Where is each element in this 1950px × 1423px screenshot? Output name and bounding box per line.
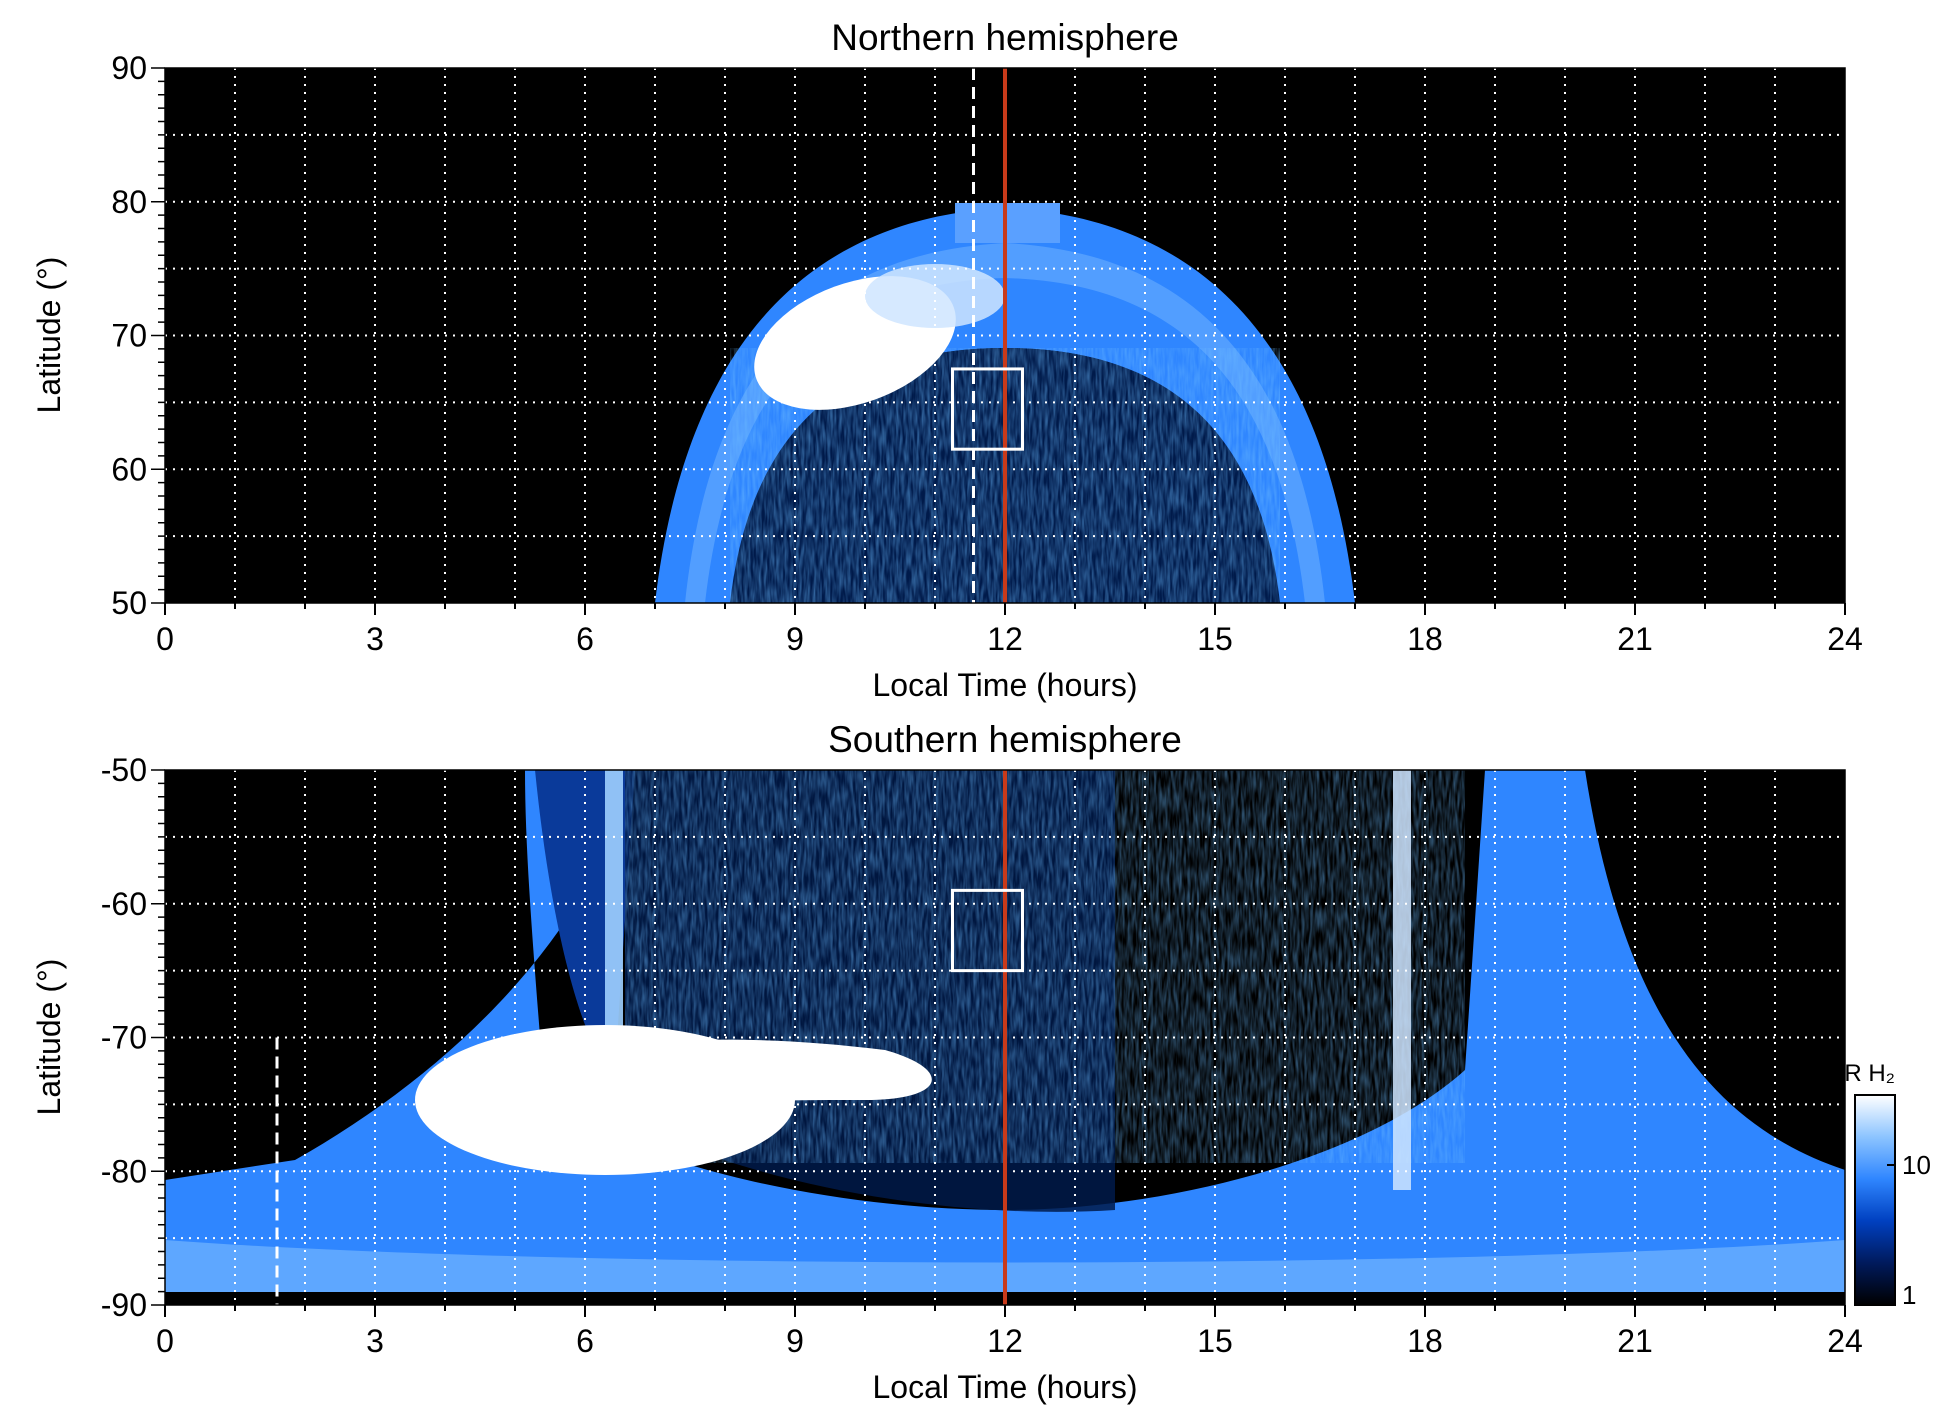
colorbar-tick-10: 10 (1902, 1150, 1931, 1180)
southern-region-box (951, 888, 1024, 973)
northern-x-tick-label: 24 (1827, 621, 1863, 657)
northern-x-tick-label: 15 (1197, 621, 1233, 657)
northern-x-tick-label: 3 (366, 621, 384, 657)
northern-x-label: Local Time (hours) (873, 667, 1138, 703)
northern-y-tick-label: 50 (111, 585, 147, 621)
colorbar-gradient (1854, 1094, 1896, 1306)
southern-x-tick-label: 9 (786, 1323, 804, 1359)
southern-x-tick-label: 0 (156, 1323, 174, 1359)
northern-plot-area (164, 67, 1846, 604)
southern-y-tick-label: -80 (101, 1153, 147, 1189)
southern-x-tick-label: 18 (1407, 1323, 1443, 1359)
northern-y-axis: 50 60 70 80 90 (111, 50, 165, 621)
northern-x-tick-label: 18 (1407, 621, 1443, 657)
northern-y-tick-label: 80 (111, 184, 147, 220)
southern-y-label: Latitude (°) (31, 959, 67, 1116)
northern-title: Northern hemisphere (831, 17, 1179, 58)
southern-y-axis: -90 -80 -70 -60 -50 (101, 752, 165, 1323)
northern-y-tick-label: 90 (111, 50, 147, 86)
southern-x-tick-label: 12 (987, 1323, 1023, 1359)
northern-y-label: Latitude (°) (31, 257, 67, 414)
colorbar-tick-1: 1 (1902, 1280, 1916, 1310)
southern-y-tick-label: -50 (101, 752, 147, 788)
southern-y-tick-label: -90 (101, 1287, 147, 1323)
northern-y-tick-label: 70 (111, 318, 147, 354)
colorbar-title: kR H₂ (1832, 1060, 1895, 1087)
northern-panel: Northern hemisphere 0 3 6 9 12 15 18 21 24 50 60 7… (31, 17, 1863, 703)
southern-x-tick-label: 21 (1617, 1323, 1653, 1359)
southern-x-tick-label: 24 (1827, 1323, 1863, 1359)
southern-title: Southern hemisphere (828, 719, 1182, 760)
southern-x-tick-label: 15 (1197, 1323, 1233, 1359)
southern-x-tick-label: 3 (366, 1323, 384, 1359)
southern-x-axis: 0 3 6 9 12 15 18 21 24 (156, 1305, 1863, 1359)
northern-x-tick-label: 12 (987, 621, 1023, 657)
northern-region-box (951, 367, 1024, 451)
southern-x-tick-label: 6 (576, 1323, 594, 1359)
northern-x-tick-label: 6 (576, 621, 594, 657)
southern-panel: Southern hemisphere 0 3 6 9 12 15 18 21 24 - (31, 719, 1863, 1405)
southern-x-label: Local Time (hours) (873, 1369, 1138, 1405)
northern-x-tick-label: 21 (1617, 621, 1653, 657)
southern-y-tick-label: -60 (101, 886, 147, 922)
colorbar: kR H₂ 10 1 (1832, 1060, 1931, 1310)
northern-y-tick-label: 60 (111, 451, 147, 487)
southern-plot-area (164, 769, 1846, 1306)
northern-x-tick-label: 0 (156, 621, 174, 657)
northern-x-tick-label: 9 (786, 621, 804, 657)
northern-x-axis: 0 3 6 9 12 15 18 21 24 (156, 603, 1863, 657)
southern-y-tick-label: -70 (101, 1020, 147, 1056)
